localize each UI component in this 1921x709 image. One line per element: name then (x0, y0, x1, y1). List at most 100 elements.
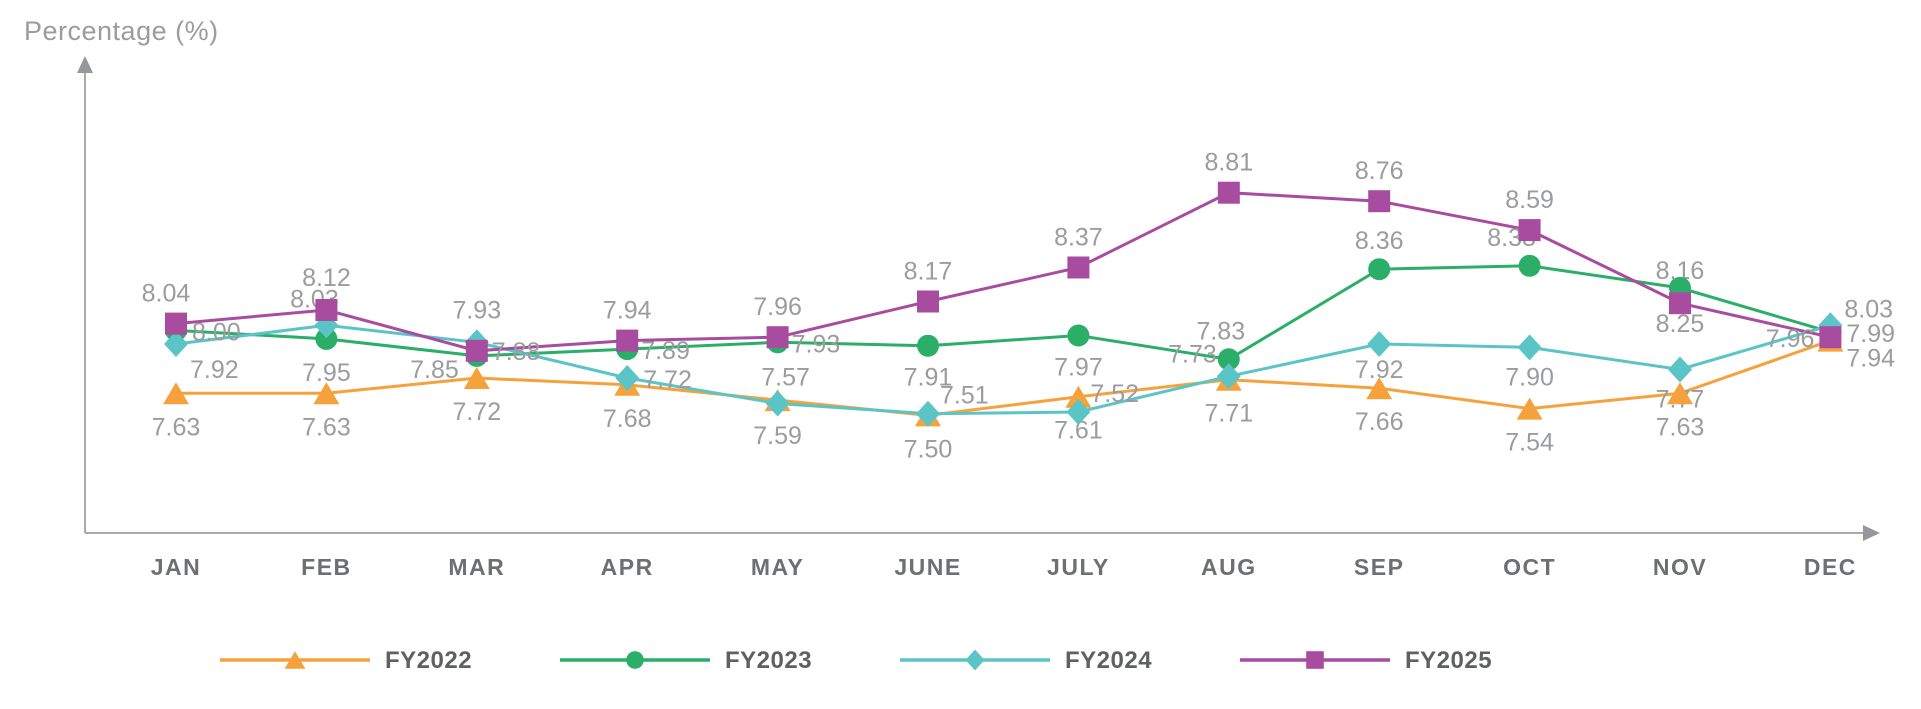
fy2022-mar-value-label: 7.72 (452, 398, 501, 426)
fy2025-sep-value-label: 8.76 (1355, 157, 1404, 185)
fy2024-legend-label: FY2024 (1065, 647, 1152, 674)
fy2025-june-value-label: 8.17 (904, 258, 953, 286)
x-axis-label-dec: DEC (1804, 554, 1857, 580)
fy2025-july-value-label: 8.37 (1054, 224, 1103, 252)
fy2025-line (175, 191, 1831, 353)
fy2024-nov-marker (1668, 356, 1692, 383)
fy2023-feb-marker (315, 327, 338, 350)
fy2024-dec-value-label: 8.03 (1844, 295, 1893, 323)
x-axis-label-nov: NOV (1653, 554, 1707, 580)
legend-item-fy2024: FY2024 (900, 647, 1152, 674)
fy2025-legend-marker-icon (1306, 651, 1324, 669)
data-points-layer (163, 181, 1844, 427)
fy2025-apr-value-label: 7.94 (603, 297, 652, 325)
fy2022-feb-marker (313, 382, 340, 405)
fy2023-may-value-label: 7.93 (792, 330, 841, 358)
fy2022-oct-marker (1516, 397, 1543, 420)
x-axis-label-apr: APR (601, 554, 654, 580)
fy2022-apr-value-label: 7.68 (603, 405, 652, 433)
fy2023-oct-marker (1518, 254, 1541, 277)
fy2024-june-value-label: 7.51 (940, 382, 989, 410)
fy2025-mar-marker (465, 339, 488, 362)
fy2025-feb-marker (315, 299, 338, 321)
fy2023-june-value-label: 7.91 (904, 364, 953, 392)
fy2024-july-marker (1066, 399, 1091, 425)
fy2023-sep-marker (1368, 258, 1391, 281)
fy2022-legend-label: FY2022 (385, 647, 472, 674)
fy2023-mar-value-label: 7.85 (410, 356, 459, 384)
fy2024-june-marker (916, 400, 940, 427)
legend-item-fy2023: FY2023 (560, 647, 812, 674)
fy2022-sep-value-label: 7.66 (1355, 408, 1404, 436)
legend-item-fy2022: FY2022 (220, 647, 472, 674)
fy2022-jan-marker (163, 382, 189, 405)
fy2025-dec-marker (1819, 326, 1842, 349)
fy2022-oct-value-label: 7.54 (1505, 429, 1554, 457)
fy2022-jan-value-label: 7.63 (152, 413, 201, 441)
fy2022-nov-marker (1667, 382, 1693, 405)
x-axis-label-mar: MAR (448, 554, 505, 580)
fy2024-july-value-label: 7.52 (1090, 380, 1139, 408)
fy2023-feb-value-label: 7.95 (302, 359, 351, 387)
fy2025-legend-label: FY2025 (1405, 647, 1492, 674)
fy2023-legend-marker-icon (626, 651, 644, 669)
fy2022-legend-marker-icon (284, 651, 306, 669)
fy2025-june-marker (917, 290, 939, 313)
fy2022-july-marker (1065, 385, 1092, 408)
fy2023-aug-value-label: 7.83 (1196, 317, 1245, 345)
fy2022-may-value-label: 7.59 (753, 422, 802, 450)
x-axis-label-feb: FEB (301, 554, 352, 580)
fy2022-mar-marker (463, 367, 490, 389)
y-axis-title: Percentage (%) (24, 16, 219, 46)
x-axis-label-sep: SEP (1354, 554, 1405, 580)
fy2023-dec-value-label: 7.99 (1846, 320, 1895, 348)
fy2024-aug-value-label: 7.73 (1168, 340, 1217, 368)
fy2025-dec-value-label: 7.96 (1766, 325, 1815, 353)
fy2023-june-marker (917, 334, 939, 357)
x-axis-label-aug: AUG (1201, 554, 1257, 580)
fy2024-oct-marker (1517, 334, 1542, 361)
fy2022-line (176, 339, 1831, 417)
fy2023-jan-value-label: 8.00 (192, 318, 241, 346)
fy2025-sep-marker (1368, 190, 1391, 213)
fy2022-nov-value-label: 7.63 (1656, 413, 1705, 441)
fy2024-mar-value-label: 7.93 (452, 296, 501, 324)
x-axis-label-may: MAY (751, 554, 805, 580)
x-axis-label-oct: OCT (1503, 554, 1556, 580)
value-labels-layer: 7.63 7.637.72 7.687.59 7.507.617.71 7.667.54… (142, 149, 1895, 464)
y-axis-arrow-icon (77, 56, 93, 73)
fy2022-feb-value-label: 7.63 (302, 413, 351, 441)
fy2024-legend-marker-icon (965, 649, 985, 671)
legend: FY2022 FY2023 FY2024 FY2025 (220, 647, 1492, 674)
fy2024-may-marker (765, 390, 790, 417)
fy2025-july-marker (1067, 256, 1090, 279)
x-axis-arrow-icon (1863, 525, 1880, 541)
fy2024-jan-value-label: 7.92 (190, 356, 239, 384)
fy2024-aug-marker (1216, 363, 1241, 390)
fy2023-legend-label: FY2023 (725, 647, 812, 674)
fy2025-aug-value-label: 8.81 (1204, 149, 1253, 177)
fy2025-apr-marker (616, 329, 639, 352)
fy2023-july-marker (1067, 324, 1090, 347)
fy2023-aug-marker (1217, 348, 1240, 371)
series-lines-layer (175, 191, 1831, 417)
fy2024-sep-marker (1367, 331, 1392, 357)
x-axis-label-june: JUNE (894, 554, 961, 580)
fy2023-nov-value-label: 8.25 (1656, 310, 1705, 338)
fy2025-oct-value-label: 8.59 (1505, 186, 1554, 214)
fy2024-jan-marker (164, 331, 188, 357)
fy2023-sep-value-label: 8.36 (1355, 227, 1404, 255)
fy2023-apr-value-label: 7.89 (641, 337, 690, 365)
fy2024-may-value-label: 7.57 (761, 364, 810, 392)
fy2023-line (175, 264, 1831, 361)
fy2022-june-value-label: 7.50 (904, 435, 953, 463)
legend-item-fy2025: FY2025 (1240, 647, 1492, 674)
fy2025-jan-marker (165, 312, 187, 335)
fy2022-dec-value-label: 7.94 (1846, 345, 1895, 373)
fy2024-oct-value-label: 7.90 (1505, 363, 1554, 391)
x-axis-label-july: JULY (1047, 554, 1110, 580)
fy2024-apr-value-label: 7.72 (643, 366, 692, 394)
fy2025-oct-marker (1518, 219, 1541, 242)
